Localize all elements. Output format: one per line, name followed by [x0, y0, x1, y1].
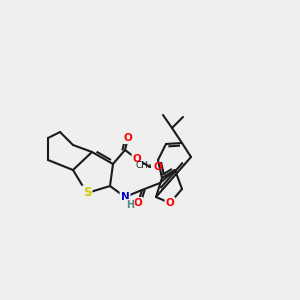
Text: O: O — [134, 198, 142, 208]
Text: N: N — [121, 192, 129, 202]
Text: O: O — [166, 198, 174, 208]
Text: O: O — [124, 133, 132, 143]
Text: O: O — [133, 154, 141, 164]
Text: CH₃: CH₃ — [136, 160, 152, 169]
Text: S: S — [83, 187, 91, 200]
Text: H: H — [126, 200, 134, 210]
Text: O: O — [154, 162, 163, 172]
